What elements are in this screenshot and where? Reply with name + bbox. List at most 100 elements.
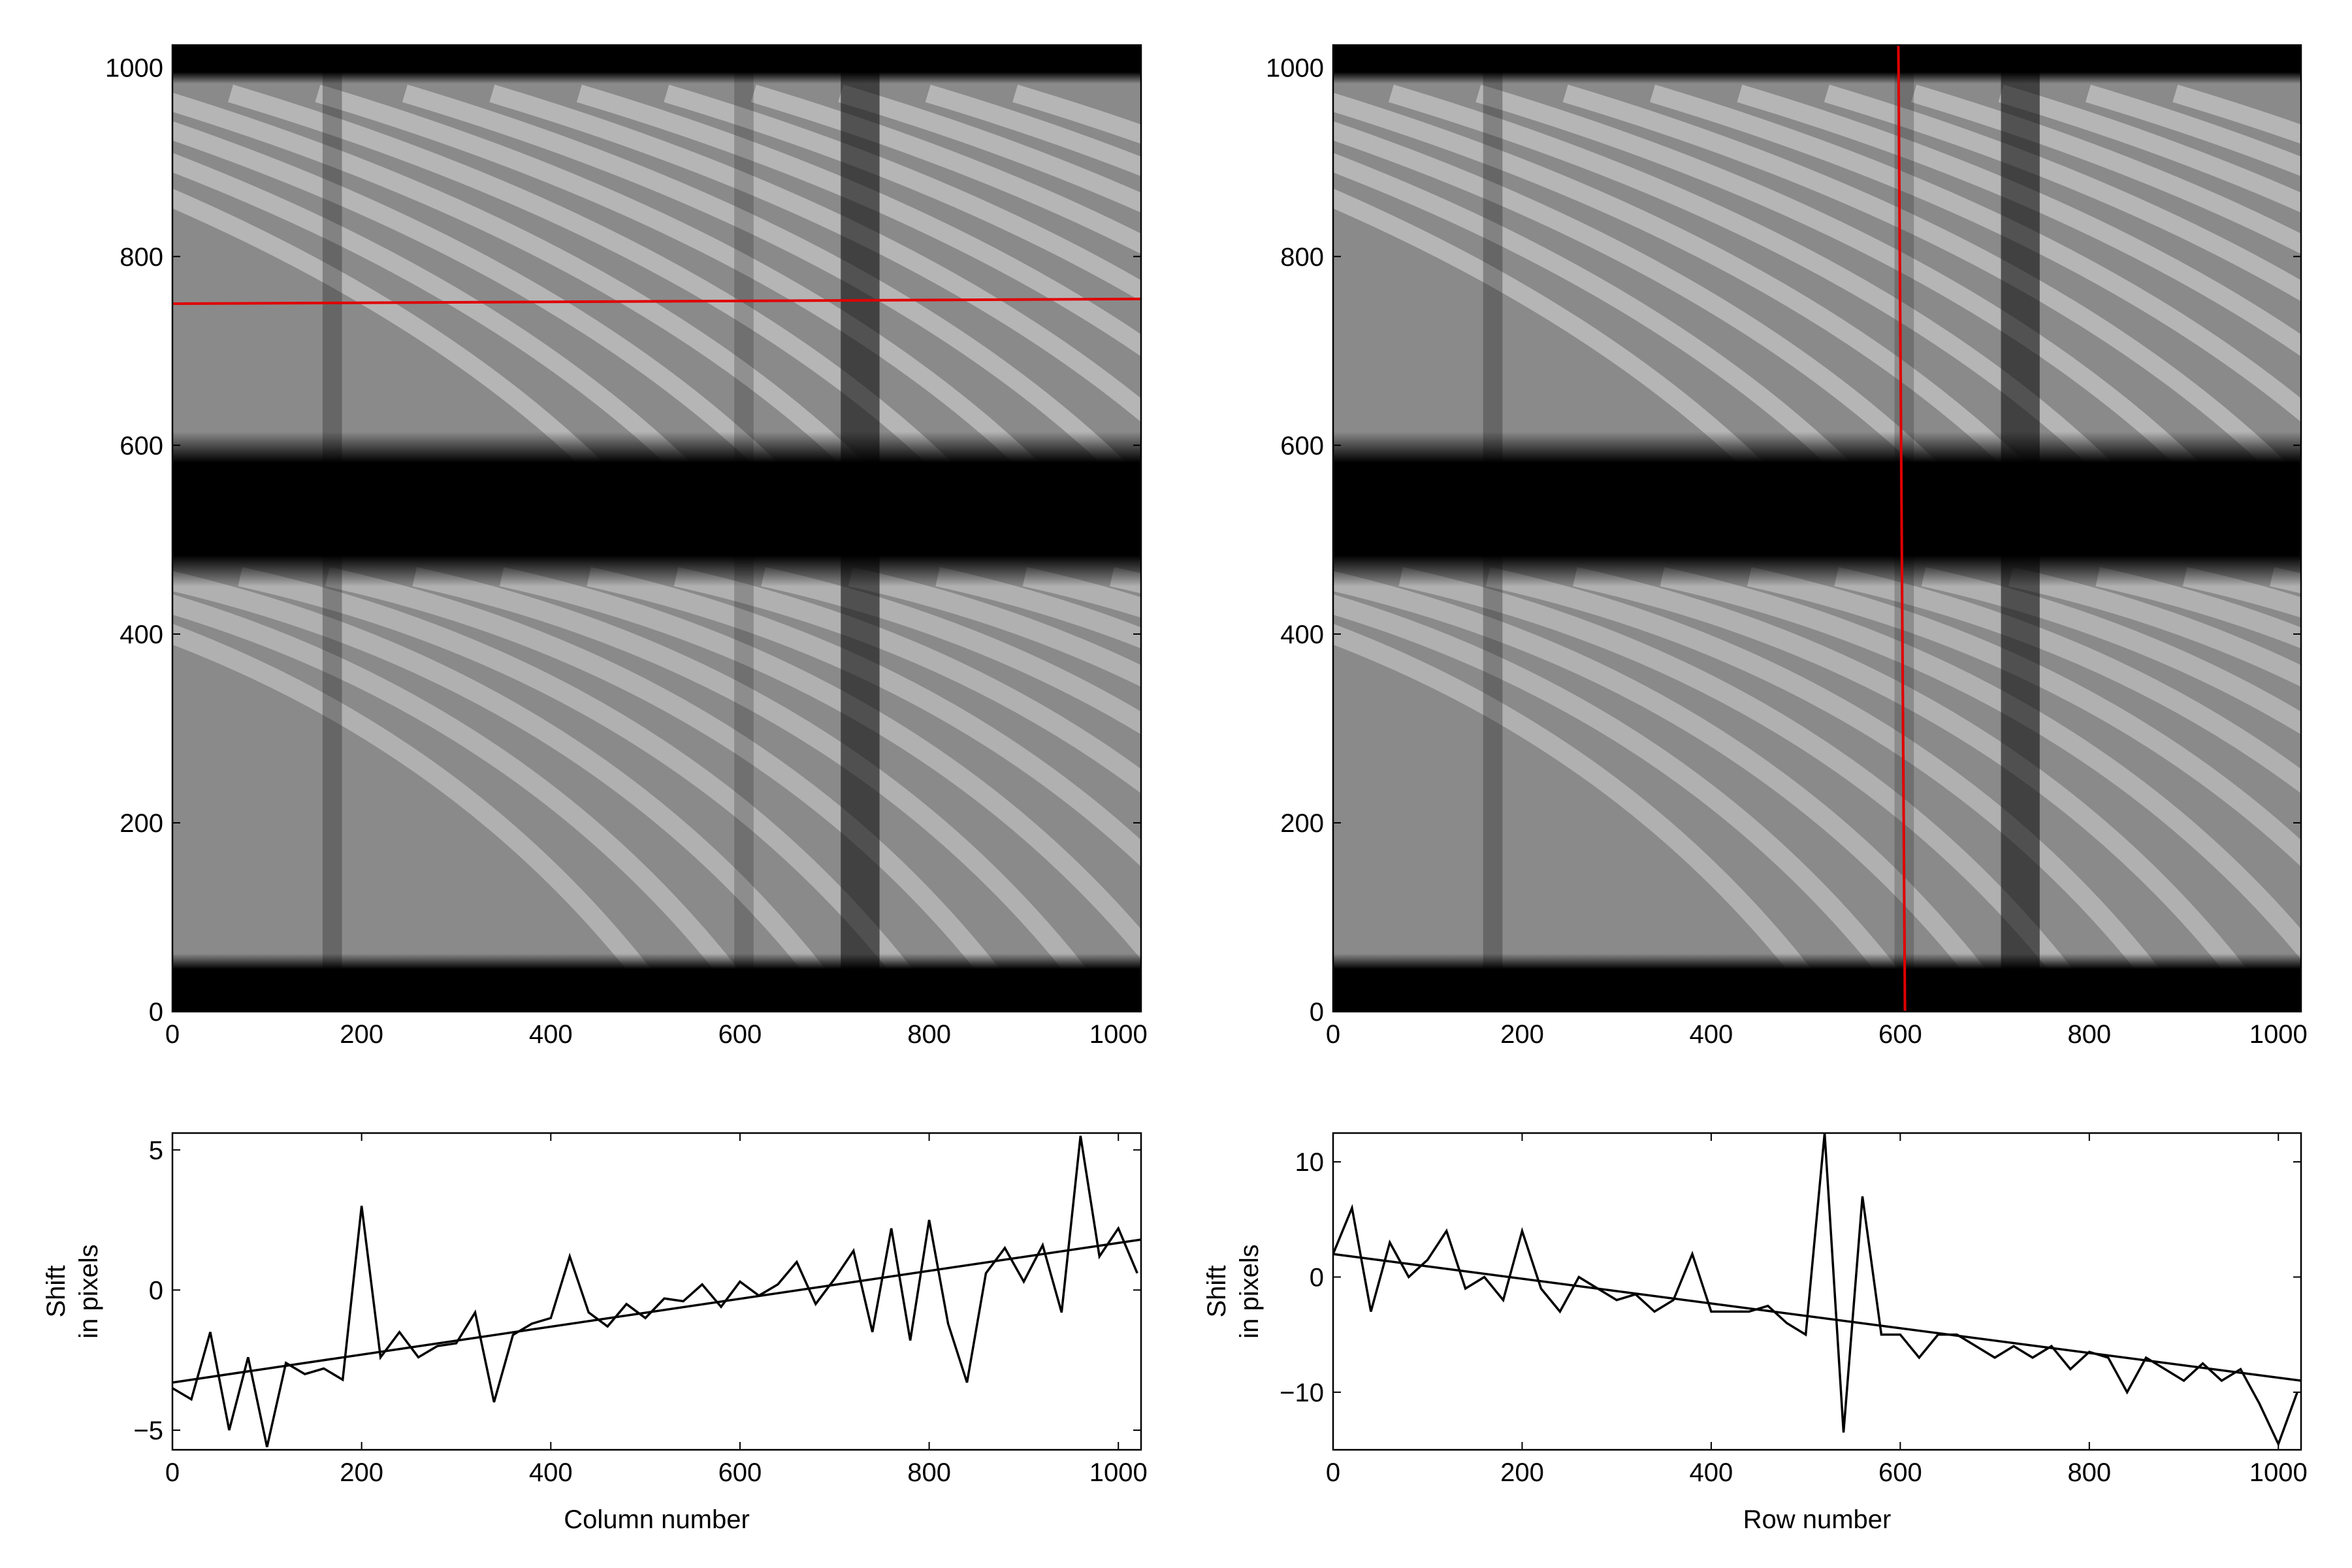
panel (172, 1136, 1141, 1448)
axes-frame (171, 44, 1142, 1013)
x-tick-label: 800 (2067, 1020, 2111, 1049)
x-tick-label: 400 (1690, 1020, 1733, 1049)
marker-line (1897, 45, 1907, 1012)
stripe (2008, 567, 2301, 687)
stripe (925, 84, 1141, 176)
x-tick-label: 200 (340, 1458, 383, 1487)
stripe (315, 84, 1051, 487)
stripe (172, 571, 839, 999)
x-tick-label: 0 (1326, 1458, 1340, 1487)
dark-band (172, 45, 1141, 84)
stripe (325, 567, 1014, 999)
y-tick-label: 1000 (105, 54, 163, 83)
y-tick-label: 0 (1310, 1263, 1324, 1292)
y-axis-label: Shift (1202, 1265, 1231, 1317)
x-tick-label: 600 (718, 1020, 762, 1049)
stripe (172, 624, 665, 999)
stripe (2085, 84, 2301, 176)
stripe (838, 84, 1141, 213)
panel (172, 45, 1141, 1012)
stripe (1333, 153, 1863, 487)
x-tick-label: 1000 (2249, 1458, 2308, 1487)
x-tick-label: 600 (1878, 1020, 1922, 1049)
stripe (576, 84, 1141, 357)
stripe (750, 84, 1141, 254)
stripe (1485, 567, 2174, 999)
stripe (1333, 624, 1825, 999)
stripe (2095, 567, 2301, 648)
y-tick-label: 0 (149, 998, 163, 1027)
y-tick-label: 800 (1280, 243, 1324, 272)
stripe (489, 84, 1141, 423)
y-tick-label: 200 (1280, 809, 1324, 838)
data-line (1333, 1133, 2298, 1447)
y-tick-label: 5 (149, 1136, 163, 1165)
y-tick-label: 400 (1280, 620, 1324, 649)
x-tick-label: 200 (1500, 1020, 1544, 1049)
y-tick-label: −10 (1280, 1379, 1324, 1407)
stripe (1562, 84, 2298, 487)
x-axis-label: Row number (1743, 1505, 1892, 1534)
stripe (172, 188, 615, 487)
stripe (1388, 84, 2124, 487)
y-axis-label: in pixels (74, 1244, 103, 1339)
stripe (1747, 567, 2301, 867)
x-tick-label: 1000 (2249, 1020, 2308, 1049)
stripe (227, 84, 964, 487)
stripe (1660, 567, 2301, 960)
x-tick-label: 600 (718, 1458, 762, 1487)
x-tick-label: 1000 (1089, 1458, 1148, 1487)
y-tick-label: 800 (120, 243, 163, 272)
y-tick-label: 600 (120, 432, 163, 460)
stripe (172, 121, 790, 487)
stripe (1573, 567, 2261, 999)
stripe (172, 153, 702, 487)
data-line (172, 1136, 1138, 1448)
y-axis-label: in pixels (1235, 1244, 1264, 1339)
stripe (1834, 567, 2301, 793)
axes-frame (1332, 44, 2302, 1013)
x-tick-label: 0 (165, 1458, 180, 1487)
fit-line (1333, 1253, 2301, 1382)
y-tick-label: 600 (1280, 432, 1324, 460)
dark-band (172, 432, 1141, 586)
y-tick-label: 0 (1310, 998, 1324, 1027)
axes-frame (1332, 1132, 2302, 1451)
x-tick-label: 0 (1326, 1020, 1340, 1049)
panel (1333, 45, 2301, 1012)
marker-line (172, 297, 1141, 306)
y-tick-label: 0 (149, 1276, 163, 1305)
x-axis-label: Column number (564, 1505, 750, 1534)
fit-line (172, 1238, 1141, 1384)
stripe (402, 84, 1138, 487)
image (1333, 45, 2301, 1012)
x-tick-label: 800 (907, 1458, 951, 1487)
stripe (587, 567, 1141, 867)
stripe (673, 567, 1141, 793)
panel (1333, 1133, 2301, 1447)
stripe (1824, 84, 2301, 302)
y-tick-label: 10 (1295, 1148, 1325, 1177)
y-axis-label: Shift (42, 1265, 71, 1317)
x-tick-label: 400 (1690, 1458, 1733, 1487)
stripe (1333, 188, 1775, 487)
y-tick-label: 1000 (1266, 54, 1324, 83)
stripe (172, 92, 877, 487)
stripe (1650, 84, 2301, 423)
axes-frame (171, 1132, 1142, 1451)
x-tick-label: 400 (529, 1020, 573, 1049)
stripe (1911, 84, 2301, 254)
dark-band (1333, 45, 2301, 84)
image (172, 45, 1141, 1012)
stripe (1737, 84, 2301, 357)
stripe (1998, 84, 2301, 213)
x-tick-label: 800 (2067, 1458, 2111, 1487)
y-tick-label: 200 (120, 809, 163, 838)
y-tick-label: −5 (133, 1416, 163, 1445)
dark-band (1333, 432, 2301, 586)
stripe (1333, 594, 1912, 999)
stripe (1475, 84, 2211, 487)
stripe (1333, 571, 1999, 999)
x-tick-label: 0 (165, 1020, 180, 1049)
